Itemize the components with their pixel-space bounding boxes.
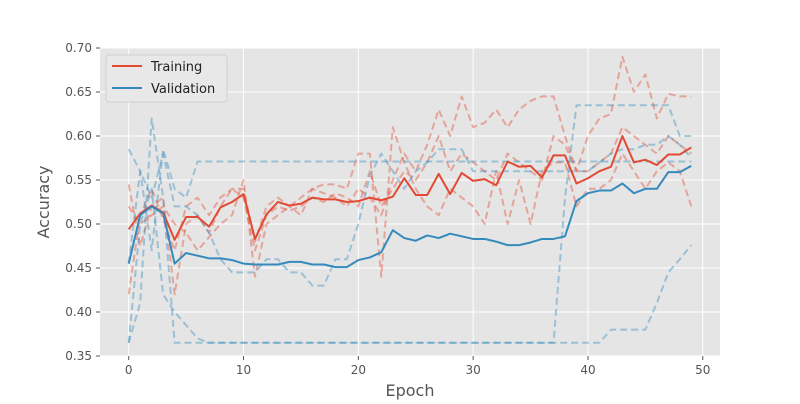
x-tick-label: 20 — [351, 363, 366, 377]
legend-training-label: Training — [150, 60, 202, 75]
x-axis-label: Epoch — [386, 381, 435, 400]
y-tick-label: 0.45 — [65, 261, 92, 275]
y-tick-label: 0.40 — [65, 305, 92, 319]
y-tick-label: 0.60 — [65, 129, 92, 143]
x-tick-label: 10 — [236, 363, 251, 377]
validation-series-line — [127, 165, 692, 269]
y-tick-label: 0.50 — [65, 217, 92, 231]
y-tick-label: 0.65 — [65, 85, 92, 99]
legend: Training Validation — [105, 54, 228, 103]
y-tick-label: 0.55 — [65, 173, 92, 187]
y-tick-label: 0.35 — [65, 349, 92, 363]
fold-series-line-1 — [127, 126, 692, 296]
fold-series-line-7 — [127, 135, 693, 287]
x-axis-ticks: 0 10 20 30 40 50 — [125, 356, 710, 377]
x-tick-label: 40 — [580, 363, 595, 377]
fold-series-line-5 — [127, 104, 692, 344]
y-axis-label: Accuracy — [34, 165, 53, 238]
fold-series-line-2 — [127, 55, 692, 295]
x-tick-label: 50 — [695, 363, 710, 377]
grid-lines — [100, 47, 720, 357]
legend-validation-label: Validation — [151, 82, 215, 97]
y-axis-ticks: 0.35 0.40 0.45 0.50 0.55 0.60 0.65 0.70 — [65, 41, 100, 363]
x-tick-label: 0 — [125, 363, 133, 377]
y-tick-label: 0.70 — [65, 41, 92, 55]
fold-series-line-3 — [127, 126, 693, 278]
series-layer — [127, 55, 693, 344]
training-series-line — [127, 135, 692, 241]
x-tick-label: 30 — [466, 363, 481, 377]
fold-series-line-6 — [127, 187, 693, 344]
fold-series-line-4 — [127, 148, 692, 252]
